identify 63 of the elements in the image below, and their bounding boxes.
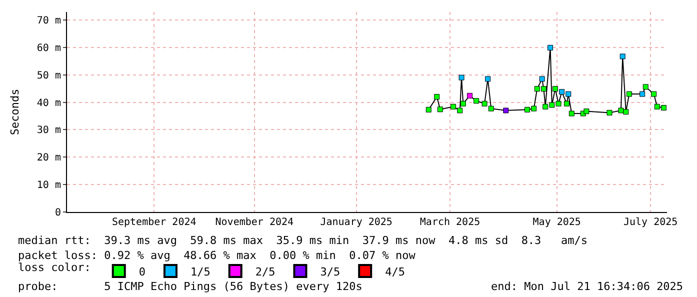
x-tick-label: July 2025 (623, 217, 678, 228)
point (568, 110, 574, 116)
text: median rtt: 39.3 ms avg 59.8 ms max 35.9 ms min 37.9 ms now 4.8 ms sd 8.3 am/s (18, 234, 588, 247)
legend-label: 2/5 (255, 265, 276, 278)
point (623, 109, 629, 115)
point (466, 92, 472, 98)
point (457, 108, 463, 114)
point (534, 86, 540, 92)
point (474, 98, 480, 104)
point (426, 106, 432, 112)
point (458, 74, 464, 80)
text: end: Mon Jul 21 16:34:06 2025 (491, 280, 684, 293)
y-tick-label: 70 m (36, 15, 61, 26)
point (620, 54, 626, 60)
point (642, 84, 648, 90)
point (566, 91, 572, 97)
point (564, 100, 570, 106)
point (524, 106, 530, 112)
point (482, 100, 488, 106)
point (549, 102, 555, 108)
y-tick-label: 20 m (36, 152, 61, 164)
text: packet loss: 0.92 % avg 48.66 % max 0.00 % min 0.07 % now (18, 249, 416, 262)
point (640, 91, 646, 97)
y-axis-title: Seconds (8, 88, 22, 136)
point (618, 108, 624, 114)
point (606, 110, 612, 116)
point (542, 104, 548, 110)
y-tick-label: 30 m (36, 125, 61, 136)
point (559, 89, 565, 95)
y-tick-label: 50 m (36, 70, 61, 82)
point (540, 86, 546, 92)
point (488, 106, 494, 112)
point (539, 76, 545, 82)
point (548, 44, 554, 50)
legend-label: 1/5 (190, 265, 210, 278)
x-tick-label: January 2025 (320, 217, 392, 228)
point (450, 104, 456, 110)
point (584, 108, 590, 114)
point (651, 91, 657, 97)
point (660, 105, 666, 110)
legend-label: 4/5 (385, 265, 405, 278)
point (460, 100, 466, 106)
point (485, 76, 491, 82)
x-tick-label: May 2025 (532, 217, 581, 228)
text: probe: 5 ICMP Echo Pings (56 Bytes) every 120s (18, 280, 362, 293)
x-tick-label: September 2024 (112, 217, 196, 228)
legend-label: 3/5 (320, 265, 340, 278)
point (437, 106, 443, 112)
x-tick-label: March 2025 (420, 217, 480, 228)
point (531, 106, 537, 112)
y-tick-label: 0 (54, 208, 61, 218)
y-tick-label: 60 m (36, 42, 61, 54)
y-tick-label: 10 m (36, 180, 61, 192)
point (503, 108, 509, 114)
y-tick-label: 40 m (36, 98, 61, 109)
point (556, 100, 562, 106)
point (552, 86, 558, 92)
point (434, 94, 440, 100)
x-tick-label: November 2024 (215, 217, 294, 228)
legend-label: 0 (138, 265, 146, 278)
point (626, 91, 632, 97)
point (654, 104, 660, 110)
legend-title: loss color: (18, 260, 91, 274)
